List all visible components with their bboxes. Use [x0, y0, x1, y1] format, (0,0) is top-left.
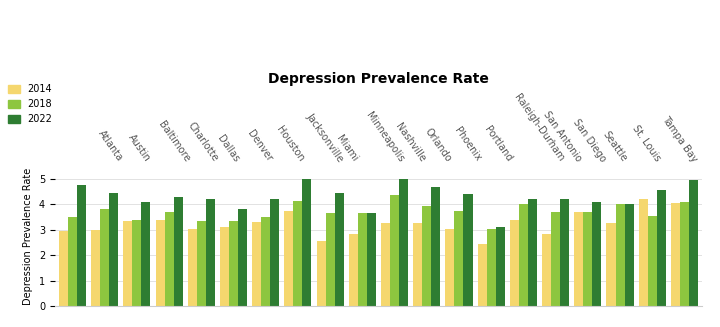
Bar [123, 221, 132, 306]
Bar [206, 199, 215, 306]
Bar [399, 179, 408, 306]
Bar [671, 203, 680, 306]
Bar [141, 202, 150, 306]
Y-axis label: Depression Prevalence Rate: Depression Prevalence Rate [23, 167, 33, 305]
Bar [560, 199, 569, 306]
Bar [59, 231, 68, 306]
Bar [431, 187, 441, 306]
Bar [284, 211, 294, 306]
Bar [367, 213, 376, 306]
Bar [422, 206, 431, 306]
Bar [495, 227, 505, 306]
Bar [229, 221, 238, 306]
Bar [165, 212, 174, 306]
Bar [261, 217, 270, 306]
Bar [528, 199, 537, 306]
Bar [639, 199, 648, 306]
Bar [294, 200, 302, 306]
Bar [487, 229, 495, 306]
Legend: 2014, 2018, 2022: 2014, 2018, 2022 [8, 84, 52, 124]
Bar [348, 233, 358, 306]
Bar [156, 220, 165, 306]
Bar [91, 230, 100, 306]
Bar [680, 202, 689, 306]
Bar [358, 213, 367, 306]
Bar [464, 194, 472, 306]
Bar [413, 223, 422, 306]
Bar [100, 210, 109, 306]
Bar [68, 217, 77, 306]
Bar [238, 210, 247, 306]
Title: Depression Prevalence Rate: Depression Prevalence Rate [268, 72, 489, 86]
Bar [317, 241, 325, 306]
Bar [689, 180, 698, 306]
Bar [77, 185, 86, 306]
Bar [542, 233, 551, 306]
Bar [132, 220, 141, 306]
Bar [302, 179, 312, 306]
Bar [519, 204, 528, 306]
Bar [381, 223, 390, 306]
Bar [188, 229, 197, 306]
Bar [657, 190, 666, 306]
Bar [606, 223, 616, 306]
Bar [575, 212, 583, 306]
Bar [109, 193, 118, 306]
Bar [454, 211, 464, 306]
Bar [197, 221, 206, 306]
Bar [220, 227, 229, 306]
Bar [335, 193, 343, 306]
Bar [270, 199, 279, 306]
Bar [390, 196, 399, 306]
Bar [616, 204, 624, 306]
Bar [252, 222, 261, 306]
Bar [624, 204, 634, 306]
Bar [583, 212, 593, 306]
Bar [593, 202, 601, 306]
Bar [446, 229, 454, 306]
Bar [477, 244, 487, 306]
Bar [551, 212, 560, 306]
Bar [174, 197, 183, 306]
Bar [325, 213, 335, 306]
Bar [510, 220, 519, 306]
Bar [648, 216, 657, 306]
